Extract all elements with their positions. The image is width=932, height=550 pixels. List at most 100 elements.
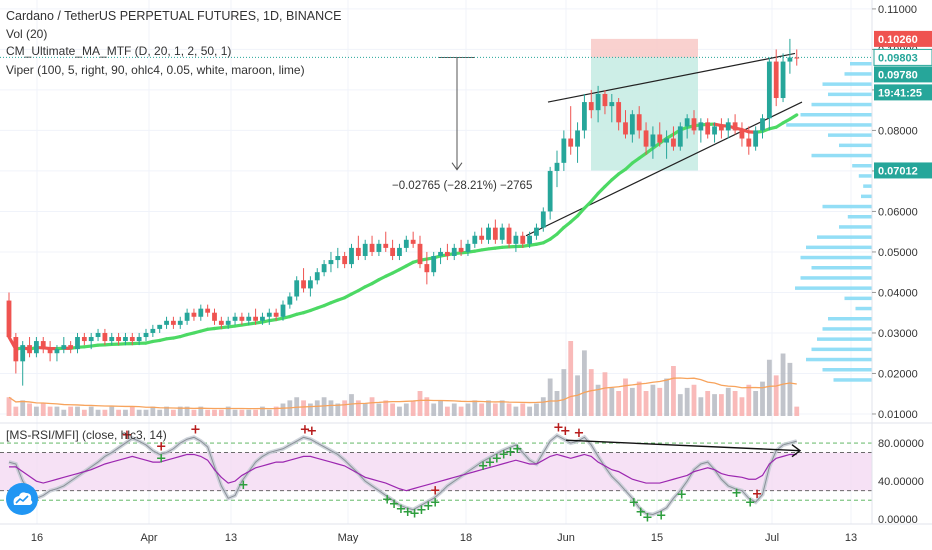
volume-bar — [27, 403, 32, 416]
wedge-upper-line — [547, 52, 796, 103]
rsi-main-line — [9, 453, 797, 492]
candle-body — [6, 300, 12, 338]
candle-body — [123, 337, 128, 342]
candle-body — [54, 349, 60, 354]
volume-bar — [787, 362, 793, 416]
volume-bar — [712, 394, 717, 416]
volume-bar — [314, 400, 320, 416]
volume-bar — [794, 406, 800, 416]
ma-segment — [788, 113, 799, 121]
volume-bar — [540, 397, 546, 416]
candle-body — [547, 170, 553, 212]
volume-bar — [492, 403, 498, 416]
volume-bar — [184, 406, 190, 416]
volume-bar — [513, 406, 519, 416]
volume-bar — [568, 341, 574, 416]
sell-marker: + — [560, 424, 571, 439]
candle-body — [40, 341, 46, 350]
price-tag-label: 19:41:25 — [878, 87, 922, 99]
volume-bar — [760, 381, 765, 416]
candle-body — [492, 227, 498, 240]
volume-profile-bar — [822, 82, 872, 86]
candle-body — [253, 316, 258, 321]
volume-bar — [150, 406, 156, 416]
ma-segment — [582, 199, 593, 210]
volume-bar — [650, 384, 656, 416]
volume-bar — [355, 400, 361, 416]
buy-marker: + — [409, 507, 420, 522]
candle-body — [561, 138, 567, 163]
volume-bar — [486, 400, 491, 416]
candle-body — [143, 332, 149, 338]
volume-profile-bar — [800, 255, 872, 260]
time-tick-label: Jul — [765, 532, 779, 544]
volume-bar — [102, 409, 108, 416]
candle-body — [403, 239, 409, 248]
legend-volume[interactable]: Vol (20) — [6, 27, 48, 41]
candle-body — [705, 122, 711, 135]
candle-body — [335, 256, 341, 261]
volume-bar — [157, 409, 163, 416]
volume-bar — [746, 384, 752, 416]
candle-body — [136, 337, 142, 342]
candle-body — [20, 345, 26, 362]
volume-profile-bar — [844, 296, 872, 301]
candle-body — [88, 337, 94, 342]
candle-body — [218, 320, 224, 325]
volume-bar — [499, 400, 505, 416]
legend-ma[interactable]: CM_Ultimate_MA_MTF (D, 20, 1, 2, 50, 1) — [6, 44, 232, 58]
candle-body — [527, 235, 532, 244]
volume-profile-bar — [847, 215, 872, 219]
candle-body — [472, 235, 478, 244]
volume-profile-bar — [863, 184, 872, 188]
candle-body — [554, 162, 560, 171]
divergence-arrowhead — [791, 444, 802, 458]
volume-bar — [664, 378, 669, 416]
measure-label: −0.02765 (−28.21%) −2765 — [392, 180, 532, 192]
candle-body — [609, 102, 615, 107]
buy-marker: + — [512, 442, 523, 457]
candle-body — [725, 122, 731, 131]
ma-segment — [575, 206, 587, 218]
price-tick-label: 0.02000 — [878, 368, 918, 380]
buy-marker: + — [676, 488, 687, 503]
candle-body — [582, 102, 587, 131]
volume-bar — [479, 403, 485, 416]
buy-marker: + — [491, 451, 502, 466]
volume-profile-bar — [806, 245, 872, 250]
volume-bar — [260, 406, 265, 416]
price-tag-label: 0.10260 — [878, 34, 918, 46]
candle-body — [212, 312, 217, 321]
volume-bar — [390, 403, 395, 416]
volume-profile-bar — [795, 286, 872, 290]
volume-bar — [410, 400, 416, 416]
volume-bar — [171, 409, 176, 416]
volume-bar — [561, 369, 567, 416]
volume-bar — [506, 403, 512, 416]
price-tag-last-close — [874, 66, 932, 83]
candle-body — [191, 312, 197, 317]
volume-bar — [205, 409, 211, 416]
volume-profile-bar — [811, 266, 872, 270]
candle-body — [616, 102, 622, 123]
volume-bar — [20, 400, 26, 416]
volume-profile-bar — [850, 62, 872, 66]
volume-bar — [47, 406, 53, 416]
rsi-tick-label: 80.00000 — [878, 438, 924, 450]
volume-bar — [616, 391, 622, 416]
price-tag-label: 0.09780 — [878, 69, 918, 81]
price-tag-countdown — [874, 84, 932, 101]
rsi-tick-label: 0.00000 — [878, 514, 918, 526]
volume-bar — [40, 403, 46, 416]
candle-body — [273, 312, 279, 317]
buy-marker: + — [389, 497, 400, 512]
volume-bar — [246, 409, 252, 416]
candle-body — [794, 57, 800, 59]
volume-profile-bar — [786, 123, 872, 127]
volume-bar — [582, 350, 587, 416]
price-tick-label: 0.06000 — [878, 206, 918, 218]
legend-rsi[interactable]: [MS-RSI/MFI] (close, hlc3, 14) — [6, 428, 167, 442]
legend-viper[interactable]: Viper (100, 5, right, 90, ohlc4, 0.05, w… — [6, 63, 305, 77]
candle-body — [719, 126, 724, 131]
